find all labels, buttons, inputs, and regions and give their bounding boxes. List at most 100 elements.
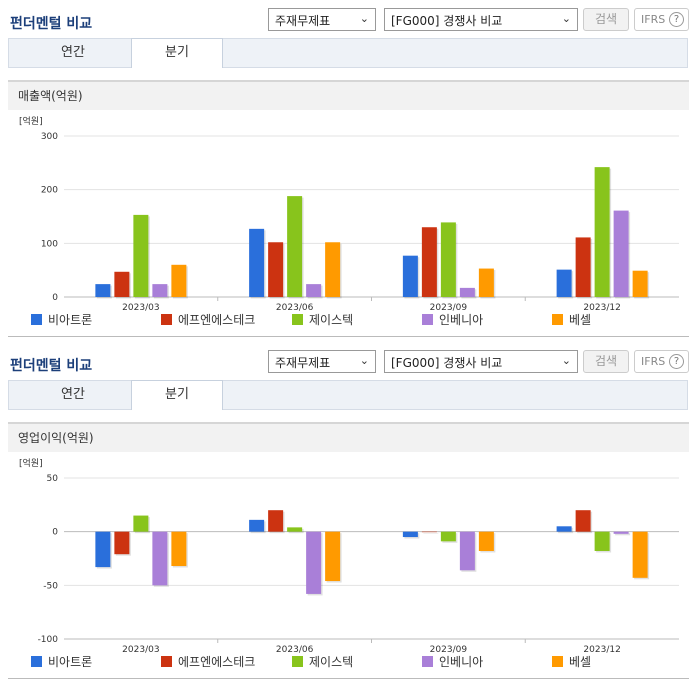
legend-swatch: [552, 314, 563, 325]
bar: [268, 242, 284, 297]
comparison-group-value: [FG000] 경쟁사 비교: [391, 356, 503, 370]
bar: [171, 264, 187, 297]
y-tick-label: 0: [52, 293, 58, 303]
legend-swatch: [292, 656, 303, 667]
bar: [613, 210, 629, 297]
search-button[interactable]: 검색: [583, 8, 629, 31]
question-icon: ?: [669, 354, 684, 369]
y-tick-label: -50: [43, 581, 58, 591]
y-tick-label: 0: [52, 528, 58, 538]
legend-swatch: [161, 314, 172, 325]
chart-subtitle: 매출액(억원): [8, 80, 689, 110]
bar: [556, 269, 572, 297]
bar: [594, 167, 610, 297]
ifrs-help-button[interactable]: IFRS ?: [634, 350, 689, 373]
y-unit-label: [억원]: [19, 457, 43, 469]
legend-swatch: [31, 656, 42, 667]
bar: [152, 531, 168, 586]
statement-type-select[interactable]: 주재무제표 ⌄: [268, 8, 376, 31]
legend-label: 베셀: [569, 313, 591, 327]
bar-shadow: [423, 533, 439, 534]
panel-title: 펀더멘털 비교: [10, 358, 93, 374]
bar: [459, 287, 475, 297]
x-tick-label: 2023/06: [276, 303, 314, 313]
divider: [8, 678, 689, 679]
bar: [613, 531, 629, 534]
tab-quarterly[interactable]: 분기: [131, 380, 223, 410]
legend-swatch: [161, 656, 172, 667]
y-tick-label: -100: [38, 635, 59, 645]
comparison-group-value: [FG000] 경쟁사 비교: [391, 14, 503, 28]
bar: [152, 284, 168, 297]
bar: [575, 510, 591, 532]
bar: [478, 531, 494, 551]
bar: [287, 196, 303, 297]
legend-label: 에프엔에스테크: [178, 313, 255, 327]
chart-subtitle: 영업이익(억원): [8, 422, 689, 452]
tab-annual[interactable]: 연간: [61, 45, 85, 60]
bar: [575, 237, 591, 297]
period-tabs: 연간 분기: [8, 380, 688, 410]
bar: [440, 531, 456, 542]
y-unit-label: [억원]: [19, 115, 43, 127]
x-tick-label: 2023/03: [122, 645, 159, 655]
y-tick-label: 200: [41, 186, 58, 196]
y-tick-label: 300: [41, 132, 58, 142]
x-tick-label: 2023/03: [122, 303, 159, 313]
period-tabs: 연간 분기: [8, 38, 688, 68]
legend-label: 제이스텍: [309, 313, 353, 327]
bar: [249, 228, 265, 297]
bar: [325, 242, 341, 297]
legend-label: 인베니아: [439, 655, 483, 669]
bar: [268, 510, 284, 532]
chevron-down-icon: ⌄: [359, 354, 369, 367]
bar: [306, 284, 322, 297]
bar: [421, 531, 437, 533]
bar: [594, 531, 610, 551]
search-button[interactable]: 검색: [583, 350, 629, 373]
bar: [287, 527, 303, 532]
legend-label: 인베니아: [439, 313, 483, 327]
tab-annual[interactable]: 연간: [61, 387, 85, 402]
ifrs-help-button[interactable]: IFRS ?: [634, 8, 689, 31]
ifrs-label: IFRS: [641, 355, 666, 368]
bar: [114, 531, 130, 555]
fundamental-panel-revenue: 펀더멘털 비교 주재무제표 ⌄ [FG000] 경쟁사 비교 ⌄ 검색 IFRS…: [0, 0, 696, 68]
bar: [133, 515, 149, 532]
fundamental-panel-operating-profit: 펀더멘털 비교 주재무제표 ⌄ [FG000] 경쟁사 비교 ⌄ 검색 IFRS…: [0, 342, 696, 410]
y-tick-label: 50: [47, 474, 59, 484]
bar: [325, 531, 341, 582]
legend-swatch: [292, 314, 303, 325]
bar: [306, 531, 322, 594]
comparison-group-select[interactable]: [FG000] 경쟁사 비교 ⌄: [384, 350, 578, 373]
bar: [402, 255, 418, 297]
bar: [459, 531, 475, 571]
legend-label: 베셀: [569, 655, 591, 669]
panel-header: 펀더멘털 비교 주재무제표 ⌄ [FG000] 경쟁사 비교 ⌄ 검색 IFRS…: [0, 0, 696, 38]
bar: [171, 531, 187, 567]
statement-type-select[interactable]: 주재무제표 ⌄: [268, 350, 376, 373]
bar: [632, 270, 648, 297]
bar: [402, 531, 418, 538]
tab-quarterly[interactable]: 분기: [131, 38, 223, 68]
legend-swatch: [31, 314, 42, 325]
bar: [478, 268, 494, 297]
revenue-bar-chart: [억원] 0 100 200 300 2023/03 2023/06 2023/09 2023/…: [19, 115, 679, 327]
chevron-down-icon: ⌄: [561, 354, 571, 367]
bar: [114, 271, 130, 297]
legend-swatch: [422, 314, 433, 325]
x-tick-label: 2023/12: [583, 645, 620, 655]
operating-profit-bar-chart: [억원] -100 -50 0 50 2023/03 2023/06 2023/09 2023/…: [19, 457, 679, 669]
legend-label: 제이스텍: [309, 655, 353, 669]
panel-header: 펀더멘털 비교 주재무제표 ⌄ [FG000] 경쟁사 비교 ⌄ 검색 IFRS…: [0, 342, 696, 380]
comparison-group-select[interactable]: [FG000] 경쟁사 비교 ⌄: [384, 8, 578, 31]
bar: [133, 214, 149, 297]
question-icon: ?: [669, 12, 684, 27]
divider: [8, 336, 689, 337]
bar: [421, 227, 437, 297]
chevron-down-icon: ⌄: [359, 12, 369, 25]
statement-type-value: 주재무제표: [275, 356, 331, 370]
bar: [95, 531, 111, 568]
bar: [95, 284, 111, 297]
bar-shadow: [615, 533, 631, 536]
